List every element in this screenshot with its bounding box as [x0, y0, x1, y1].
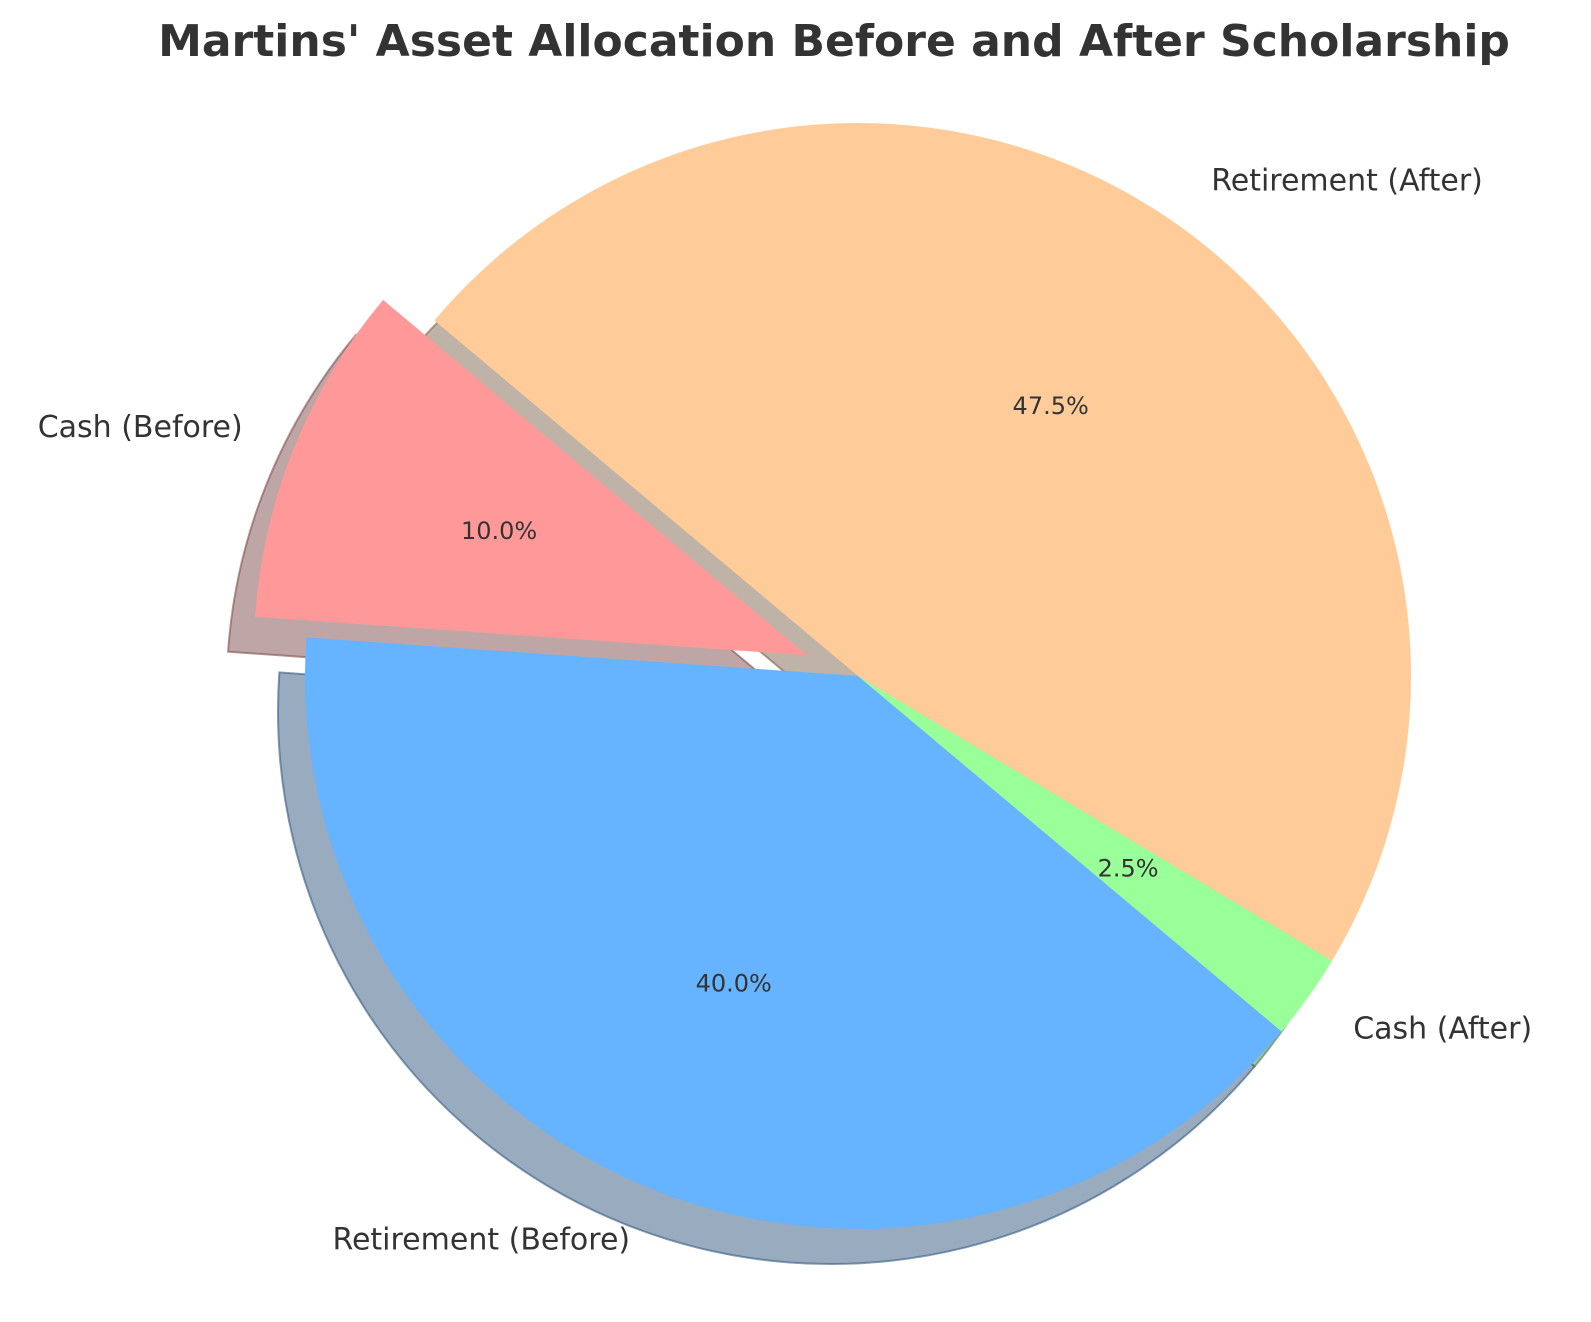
slice-pct-label-retirement-after: 47.5% — [1013, 392, 1089, 420]
slice-label-cash-after: Cash (After) — [1353, 1012, 1532, 1047]
chart-title: Martins' Asset Allocation Before and Aft… — [158, 16, 1510, 67]
slice-retirement-before — [304, 637, 1282, 1230]
slice-labels: Cash (Before) 10.0% Retirement (Before) 40.… — [38, 163, 1532, 1257]
slice-retirement-after — [434, 122, 1412, 961]
slice-pct-label-cash-before: 10.0% — [461, 517, 537, 545]
slice-cash-after — [858, 676, 1333, 1032]
slice-label-retirement-before: Retirement (Before) — [332, 1223, 630, 1258]
slice-pct-label-cash-after: 2.5% — [1098, 855, 1159, 883]
slice-label-cash-before: Cash (Before) — [38, 410, 243, 445]
slices — [255, 122, 1412, 1230]
slice-label-retirement-after: Retirement (After) — [1211, 163, 1483, 198]
slice-cash-before — [255, 299, 807, 656]
slice-pct-label-retirement-before: 40.0% — [696, 970, 772, 998]
